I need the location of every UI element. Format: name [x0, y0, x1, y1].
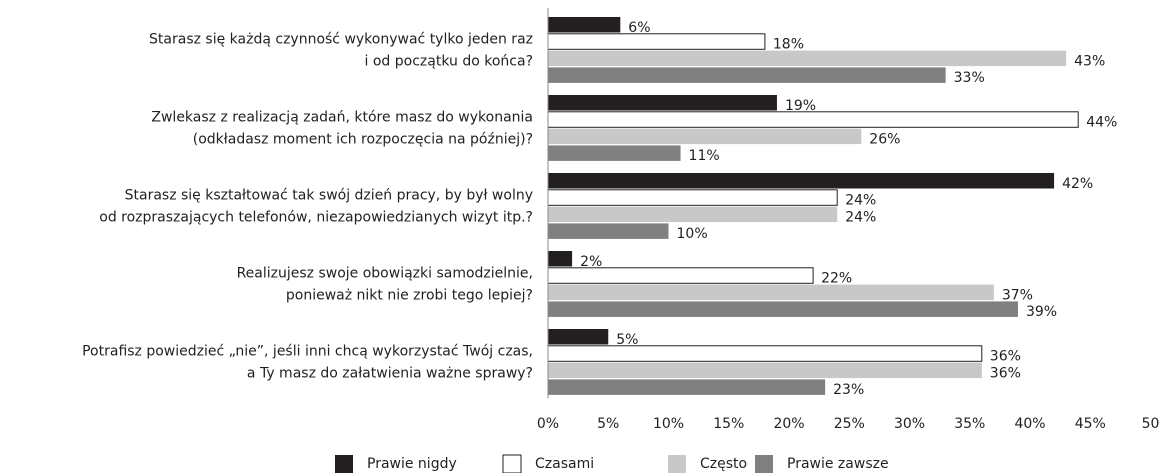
value-label: 18%: [773, 37, 804, 53]
bar: [548, 67, 946, 83]
category-label: od rozpraszających telefonów, niezapowie…: [99, 210, 533, 226]
bar: [548, 50, 1067, 67]
category-label: Zwlekasz z realizacją zadań, które masz …: [151, 110, 533, 126]
x-tick-label: 0%: [537, 416, 559, 432]
bar: [548, 251, 573, 267]
bar: [548, 223, 669, 239]
value-label: 37%: [1002, 287, 1033, 303]
bar: [548, 379, 826, 395]
bar: [548, 362, 982, 379]
bar: [548, 206, 838, 223]
value-label: 26%: [869, 131, 900, 147]
value-label: 10%: [677, 226, 708, 242]
x-tick-label: 10%: [653, 416, 684, 432]
value-label: 6%: [628, 20, 650, 36]
bar: [548, 145, 681, 161]
bar: [548, 128, 862, 145]
legend-label: Często: [700, 456, 747, 472]
category-label: Realizujesz swoje obowiązki samodzielnie…: [237, 266, 533, 282]
category-label: i od początku do końca?: [365, 54, 533, 70]
legend-swatch: [668, 455, 686, 473]
value-label: 22%: [821, 271, 852, 287]
category-label: Potrafisz powiedzieć „nie”, jeśli inni c…: [82, 344, 533, 360]
value-label: 36%: [990, 349, 1021, 365]
bar: [547, 267, 814, 284]
x-tick-label: 15%: [713, 416, 744, 432]
x-tick-label: 40%: [1014, 416, 1045, 432]
value-label: 44%: [1086, 115, 1117, 131]
value-label: 43%: [1074, 53, 1105, 69]
legend-swatch: [502, 454, 522, 473]
value-label: 36%: [990, 365, 1021, 381]
x-tick-label: 20%: [773, 416, 804, 432]
x-tick-label: 25%: [834, 416, 865, 432]
x-tick-label: 35%: [954, 416, 985, 432]
x-tick-label: 50: [1142, 416, 1160, 432]
legend-label: Czasami: [535, 456, 594, 472]
category-label: a Ty masz do załatwienia ważne sprawy?: [247, 366, 533, 382]
legend-label: Prawie zawsze: [787, 456, 889, 472]
x-tick-label: 45%: [1075, 416, 1106, 432]
legend-swatch: [335, 455, 353, 473]
value-label: 39%: [1026, 304, 1057, 320]
bar: [548, 17, 621, 33]
value-label: 42%: [1062, 176, 1093, 192]
value-label: 24%: [845, 209, 876, 225]
category-label: ponieważ nikt nie zrobi tego lepiej?: [286, 288, 533, 304]
bar: [547, 189, 838, 206]
bar: [548, 284, 994, 301]
value-label: 11%: [689, 148, 720, 164]
x-tick-label: 30%: [894, 416, 925, 432]
value-label: 23%: [833, 382, 864, 398]
bar: [547, 33, 766, 50]
category-label: Starasz się kształtować tak swój dzień p…: [125, 188, 533, 204]
value-label: 33%: [954, 70, 985, 86]
bar: [548, 301, 1018, 317]
value-label: 19%: [785, 98, 816, 114]
x-tick-label: 5%: [597, 416, 619, 432]
bar: [547, 345, 983, 362]
bar: [547, 111, 1079, 128]
category-label: Starasz się każdą czynność wykonywać tyl…: [149, 32, 533, 48]
value-label: 5%: [616, 332, 638, 348]
legend-swatch: [755, 455, 773, 473]
bar: [548, 329, 609, 345]
bar: [548, 173, 1055, 189]
value-label: 2%: [580, 254, 602, 270]
category-label: (odkładasz moment ich rozpoczęcia na póź…: [193, 132, 533, 148]
legend-label: Prawie nigdy: [367, 456, 457, 472]
bar: [548, 95, 777, 111]
value-label: 24%: [845, 193, 876, 209]
